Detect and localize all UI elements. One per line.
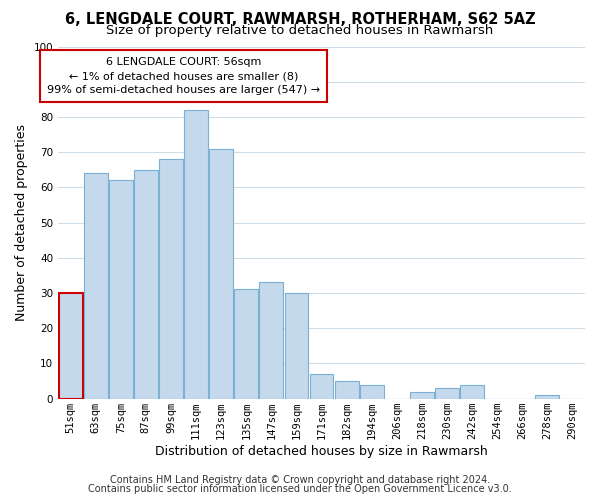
Bar xyxy=(284,293,308,399)
Bar xyxy=(209,148,233,398)
Bar xyxy=(59,293,83,399)
Text: Contains HM Land Registry data © Crown copyright and database right 2024.: Contains HM Land Registry data © Crown c… xyxy=(110,475,490,485)
Bar xyxy=(184,110,208,399)
Bar xyxy=(435,388,459,398)
Bar xyxy=(134,170,158,398)
Bar xyxy=(310,374,334,398)
Text: Contains public sector information licensed under the Open Government Licence v3: Contains public sector information licen… xyxy=(88,484,512,494)
Text: 6, LENGDALE COURT, RAWMARSH, ROTHERHAM, S62 5AZ: 6, LENGDALE COURT, RAWMARSH, ROTHERHAM, … xyxy=(65,12,535,28)
Bar xyxy=(235,290,258,399)
X-axis label: Distribution of detached houses by size in Rawmarsh: Distribution of detached houses by size … xyxy=(155,444,488,458)
Bar xyxy=(460,384,484,398)
Y-axis label: Number of detached properties: Number of detached properties xyxy=(15,124,28,321)
Text: Size of property relative to detached houses in Rawmarsh: Size of property relative to detached ho… xyxy=(106,24,494,37)
Text: 6 LENGDALE COURT: 56sqm
← 1% of detached houses are smaller (8)
99% of semi-deta: 6 LENGDALE COURT: 56sqm ← 1% of detached… xyxy=(47,57,320,95)
Bar xyxy=(84,174,107,398)
Bar xyxy=(360,384,383,398)
Bar xyxy=(410,392,434,398)
Bar xyxy=(109,180,133,398)
Bar xyxy=(535,395,559,398)
Bar xyxy=(159,159,183,398)
Bar xyxy=(259,282,283,399)
Bar xyxy=(335,381,359,398)
